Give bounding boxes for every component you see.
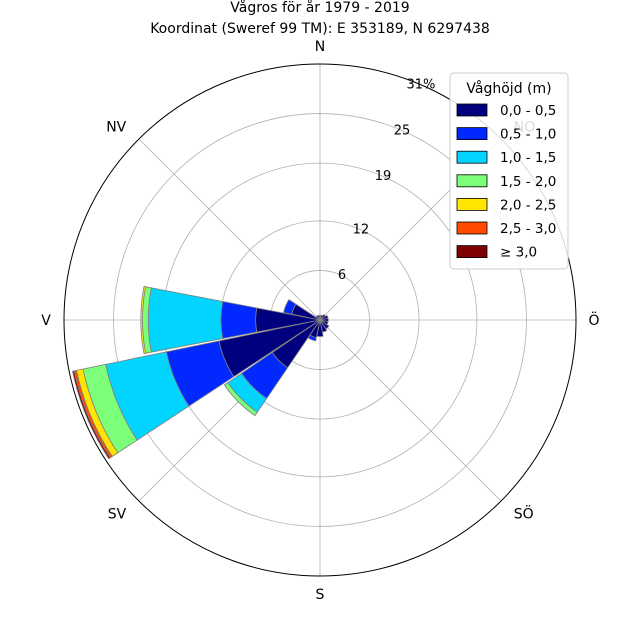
legend-swatch [456, 221, 488, 235]
legend-label: 0,5 - 1,0 [500, 127, 556, 143]
chart-title-line1: Vågros för år 1979 - 2019 [230, 0, 409, 16]
legend-title: Våghöjd (m) [466, 80, 551, 97]
direction-label: S [316, 587, 325, 603]
legend-swatch [456, 174, 488, 188]
radial-tick-label: 31% [407, 77, 436, 92]
direction-label: V [41, 313, 51, 329]
direction-label: Ö [588, 311, 599, 329]
grid-ring [113, 113, 527, 527]
rose-bar-segment [283, 299, 297, 315]
radial-tick-label: 19 [375, 169, 392, 184]
radial-tick-labels: 6 12 19 25 31% [338, 77, 436, 283]
rose-bars [72, 285, 330, 460]
radial-tick-label: 25 [394, 123, 411, 138]
legend-label: 1,0 - 1,5 [500, 150, 556, 166]
legend-swatch [456, 150, 488, 164]
legend-swatch [456, 245, 488, 259]
direction-label: N [315, 39, 325, 55]
direction-label: SV [108, 507, 127, 523]
radial-tick-label: 12 [353, 222, 370, 237]
legend-swatch [456, 127, 488, 140]
legend-swatch [456, 103, 488, 117]
direction-label: NV [106, 119, 126, 135]
grid-spoke [138, 138, 321, 321]
legend-label: 2,5 - 3,0 [500, 221, 556, 237]
legend-entries: 0,0 - 0,5 0,5 - 1,0 1,0 - 1,5 1,5 - 2,0 2,0 … [456, 103, 556, 261]
rose-bar-segment [140, 285, 147, 355]
legend-label: 2,0 - 2,5 [500, 197, 556, 213]
grid-ring [63, 63, 577, 577]
direction-label: SÖ [514, 505, 534, 523]
chart-title-line2: Koordinat (Sweref 99 TM): E 353189, N 62… [150, 21, 490, 37]
legend: Våghöjd (m) 0,0 - 0,5 0,5 - 1,0 1,0 - 1,5 1… [449, 72, 569, 270]
legend-swatch [456, 197, 488, 211]
grid-spoke [319, 319, 502, 502]
rose-bar-segment [220, 300, 258, 340]
rose-bar-segment [316, 314, 321, 321]
legend-label: ≥ 3,0 [500, 245, 537, 261]
rose-bar-segment [223, 382, 258, 417]
legend-label: 0,0 - 0,5 [500, 103, 556, 119]
radial-tick-label: 6 [338, 268, 346, 283]
rose-bar-segment [72, 370, 111, 460]
legend-box [449, 72, 569, 270]
legend-label: 1,5 - 2,0 [500, 174, 556, 190]
